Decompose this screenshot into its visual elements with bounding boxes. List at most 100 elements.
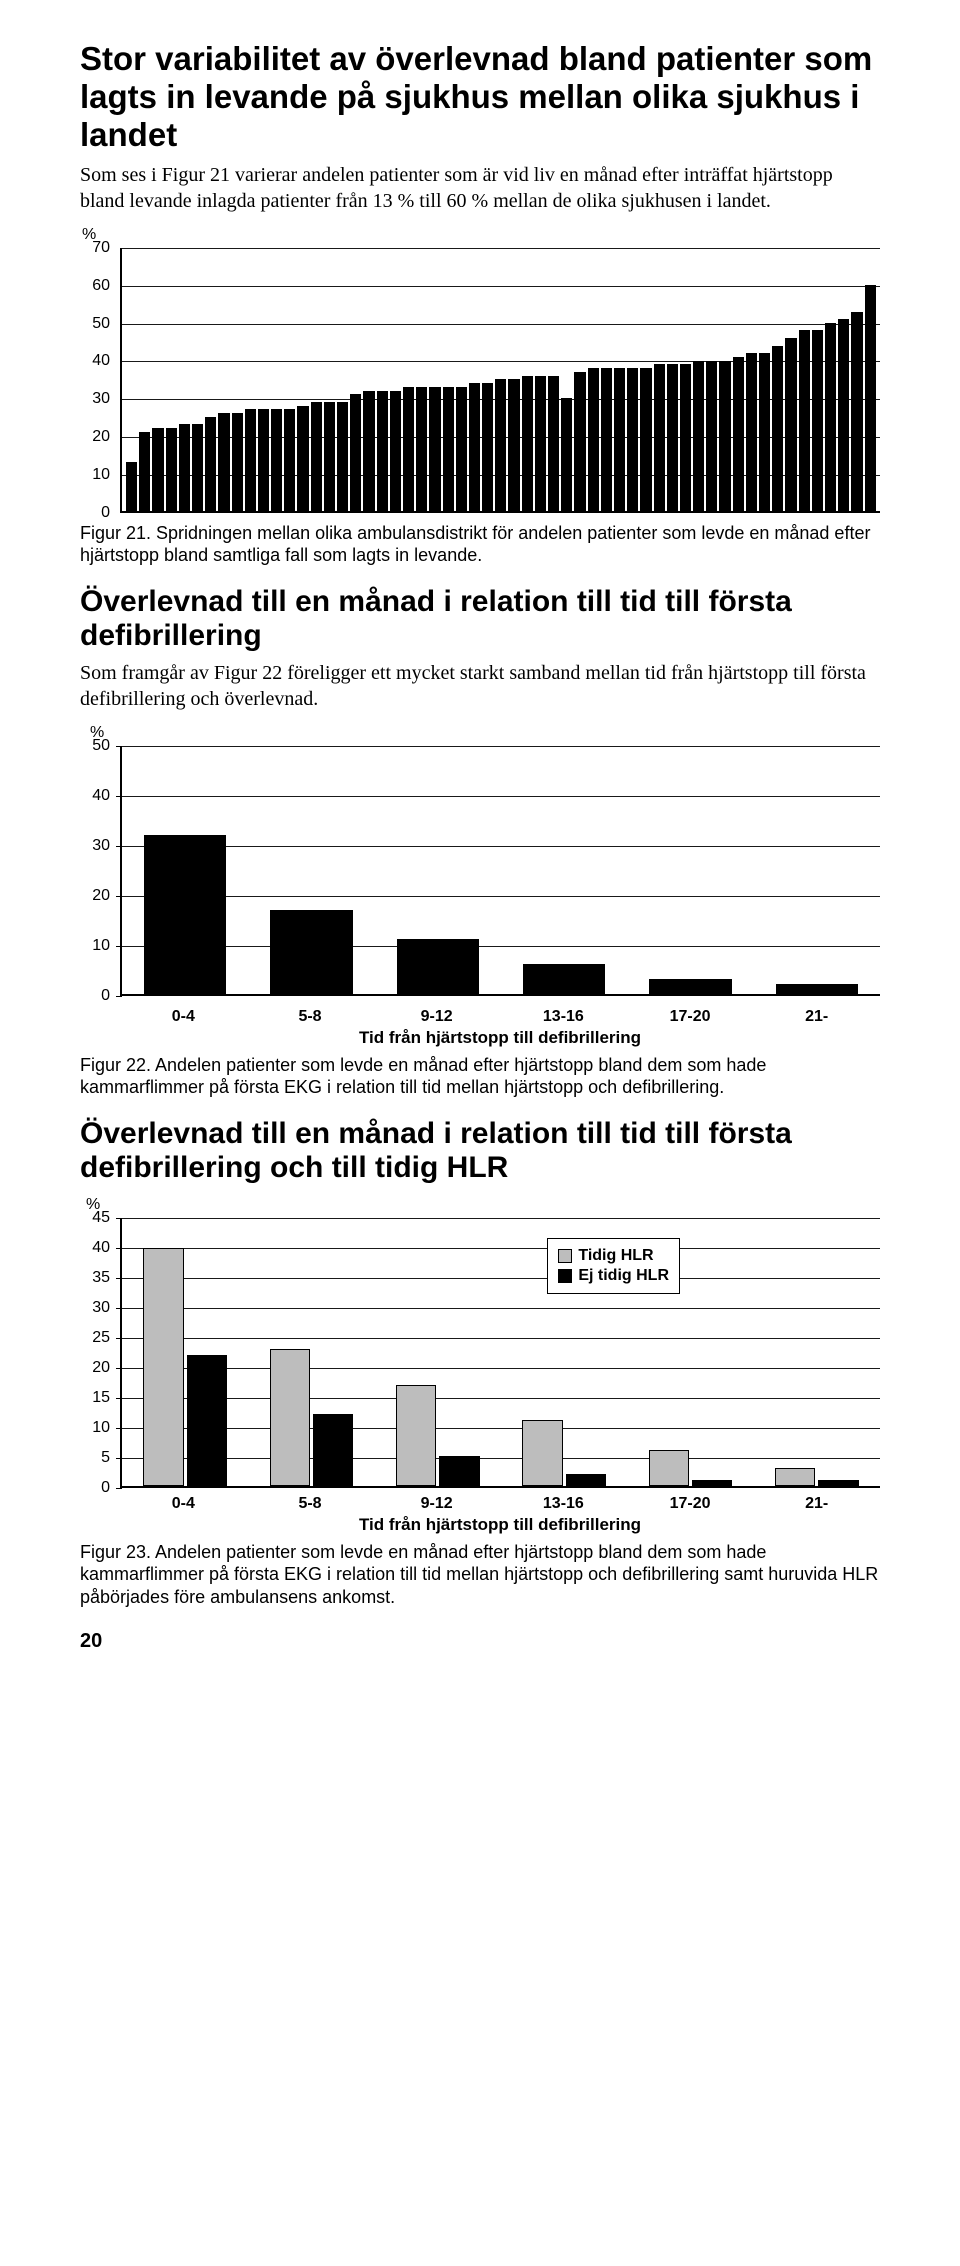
chart1-ylabel: 60: [92, 277, 110, 295]
chart1-ylabel: 20: [92, 428, 110, 446]
chart2-xlabel: 21-: [753, 1008, 880, 1026]
chart1-bar: [416, 387, 427, 511]
chart3-xlabel: 13-16: [500, 1495, 627, 1513]
chart3-bar-series2: [187, 1355, 227, 1486]
chart3-bar-series2: [313, 1414, 353, 1485]
chart1-bar: [271, 409, 282, 510]
chart1-bar: [205, 417, 216, 511]
chart2-xlabel: 9-12: [373, 1008, 500, 1026]
chart1-bar: [812, 330, 823, 510]
chart3: % 051015202530354045 Tidig HLREj tidig H…: [80, 1196, 880, 1491]
chart1: % 010203040506070: [80, 226, 880, 516]
chart2-ylabel: 10: [92, 937, 110, 955]
chart1-bar: [548, 376, 559, 511]
chart1-ylabel: 40: [92, 352, 110, 370]
section1-body: Som ses i Figur 21 varierar andelen pati…: [80, 162, 880, 214]
chart3-bar-series2: [692, 1480, 732, 1486]
chart2-bar: [523, 964, 605, 994]
chart1-bar: [297, 406, 308, 511]
chart2-bar: [270, 910, 352, 994]
chart1-bar: [825, 323, 836, 511]
chart1-bar: [482, 383, 493, 511]
chart3-ylabel: 45: [92, 1209, 110, 1227]
chart3-ylabel: 15: [92, 1389, 110, 1407]
chart3-xlabel: 21-: [753, 1495, 880, 1513]
chart3-ylabel: 20: [92, 1359, 110, 1377]
chart3-ylabel: 0: [101, 1479, 110, 1497]
chart1-bar: [667, 364, 678, 511]
caption2: Figur 22. Andelen patienter som levde en…: [80, 1054, 880, 1099]
chart2-xlabel: 13-16: [500, 1008, 627, 1026]
chart1-bar: [772, 346, 783, 511]
chart2-ylabel: 40: [92, 787, 110, 805]
chart1-bar: [139, 432, 150, 511]
chart2-ylabel: 50: [92, 737, 110, 755]
chart2: % 01020304050: [80, 724, 880, 1004]
chart1-ylabel: 30: [92, 390, 110, 408]
chart2-ylabel: 20: [92, 887, 110, 905]
chart3-ylabel: 25: [92, 1329, 110, 1347]
chart1-bar: [838, 319, 849, 511]
chart3-bar-series1: [775, 1468, 815, 1486]
chart3-ylabel: 10: [92, 1419, 110, 1437]
chart1-bar: [799, 330, 810, 510]
chart1-bar: [443, 387, 454, 511]
chart3-ylabel: 30: [92, 1299, 110, 1317]
chart2-bar: [144, 835, 226, 994]
chart1-bar: [865, 285, 876, 510]
chart1-bar: [561, 398, 572, 511]
chart3-ylabel: 35: [92, 1269, 110, 1287]
chart3-ylabel: 5: [101, 1449, 110, 1467]
chart1-bar: [785, 338, 796, 511]
caption3: Figur 23. Andelen patienter som levde en…: [80, 1541, 880, 1609]
chart1-bar: [456, 387, 467, 511]
chart1-bar: [680, 364, 691, 511]
chart3-bar-series2: [818, 1480, 858, 1486]
section2-body: Som framgår av Figur 22 föreligger ett m…: [80, 660, 880, 712]
chart1-bar: [535, 376, 546, 511]
chart2-xlabel: 17-20: [627, 1008, 754, 1026]
chart3-xtitle: Tid från hjärtstopp till defibrillering: [120, 1515, 880, 1535]
chart1-bar: [627, 368, 638, 511]
chart1-bar: [706, 361, 717, 511]
chart3-xlabel: 5-8: [247, 1495, 374, 1513]
chart1-bar: [429, 387, 440, 511]
chart1-bar: [166, 428, 177, 511]
chart1-bar: [403, 387, 414, 511]
chart3-bar-series1: [522, 1420, 562, 1486]
chart1-bar: [495, 379, 506, 511]
chart1-bar: [324, 402, 335, 511]
chart1-bar: [851, 312, 862, 511]
chart3-ylabel: 40: [92, 1239, 110, 1257]
chart2-xlabel: 5-8: [247, 1008, 374, 1026]
chart2-ylabel: 30: [92, 837, 110, 855]
chart1-bar: [284, 409, 295, 510]
chart3-bar-series1: [270, 1349, 310, 1486]
chart1-bar: [350, 394, 361, 510]
chart1-bar: [640, 368, 651, 511]
chart1-ylabel: 0: [101, 504, 110, 522]
chart1-bar: [232, 413, 243, 511]
chart2-xtitle: Tid från hjärtstopp till defibrillering: [120, 1028, 880, 1048]
chart1-bar: [152, 428, 163, 511]
chart2-bar: [649, 979, 731, 994]
chart2-bar: [397, 939, 479, 994]
chart1-bar: [258, 409, 269, 510]
chart3-xlabel: 0-4: [120, 1495, 247, 1513]
chart1-bar: [377, 391, 388, 511]
section3-title: Överlevnad till en månad i relation till…: [80, 1117, 880, 1186]
chart1-bar: [733, 357, 744, 511]
chart2-bar: [776, 984, 858, 994]
chart1-bar: [601, 368, 612, 511]
chart1-bar: [574, 372, 585, 511]
chart1-bar: [522, 376, 533, 511]
chart3-xlabel: 17-20: [627, 1495, 754, 1513]
chart1-bar: [311, 402, 322, 511]
chart1-bar: [218, 413, 229, 511]
chart1-bar: [245, 409, 256, 510]
section2-title: Överlevnad till en månad i relation till…: [80, 585, 880, 654]
chart1-bar: [126, 462, 137, 511]
chart1-bar: [746, 353, 757, 511]
chart1-ylabel: 10: [92, 466, 110, 484]
chart3-bar-series1: [649, 1450, 689, 1486]
